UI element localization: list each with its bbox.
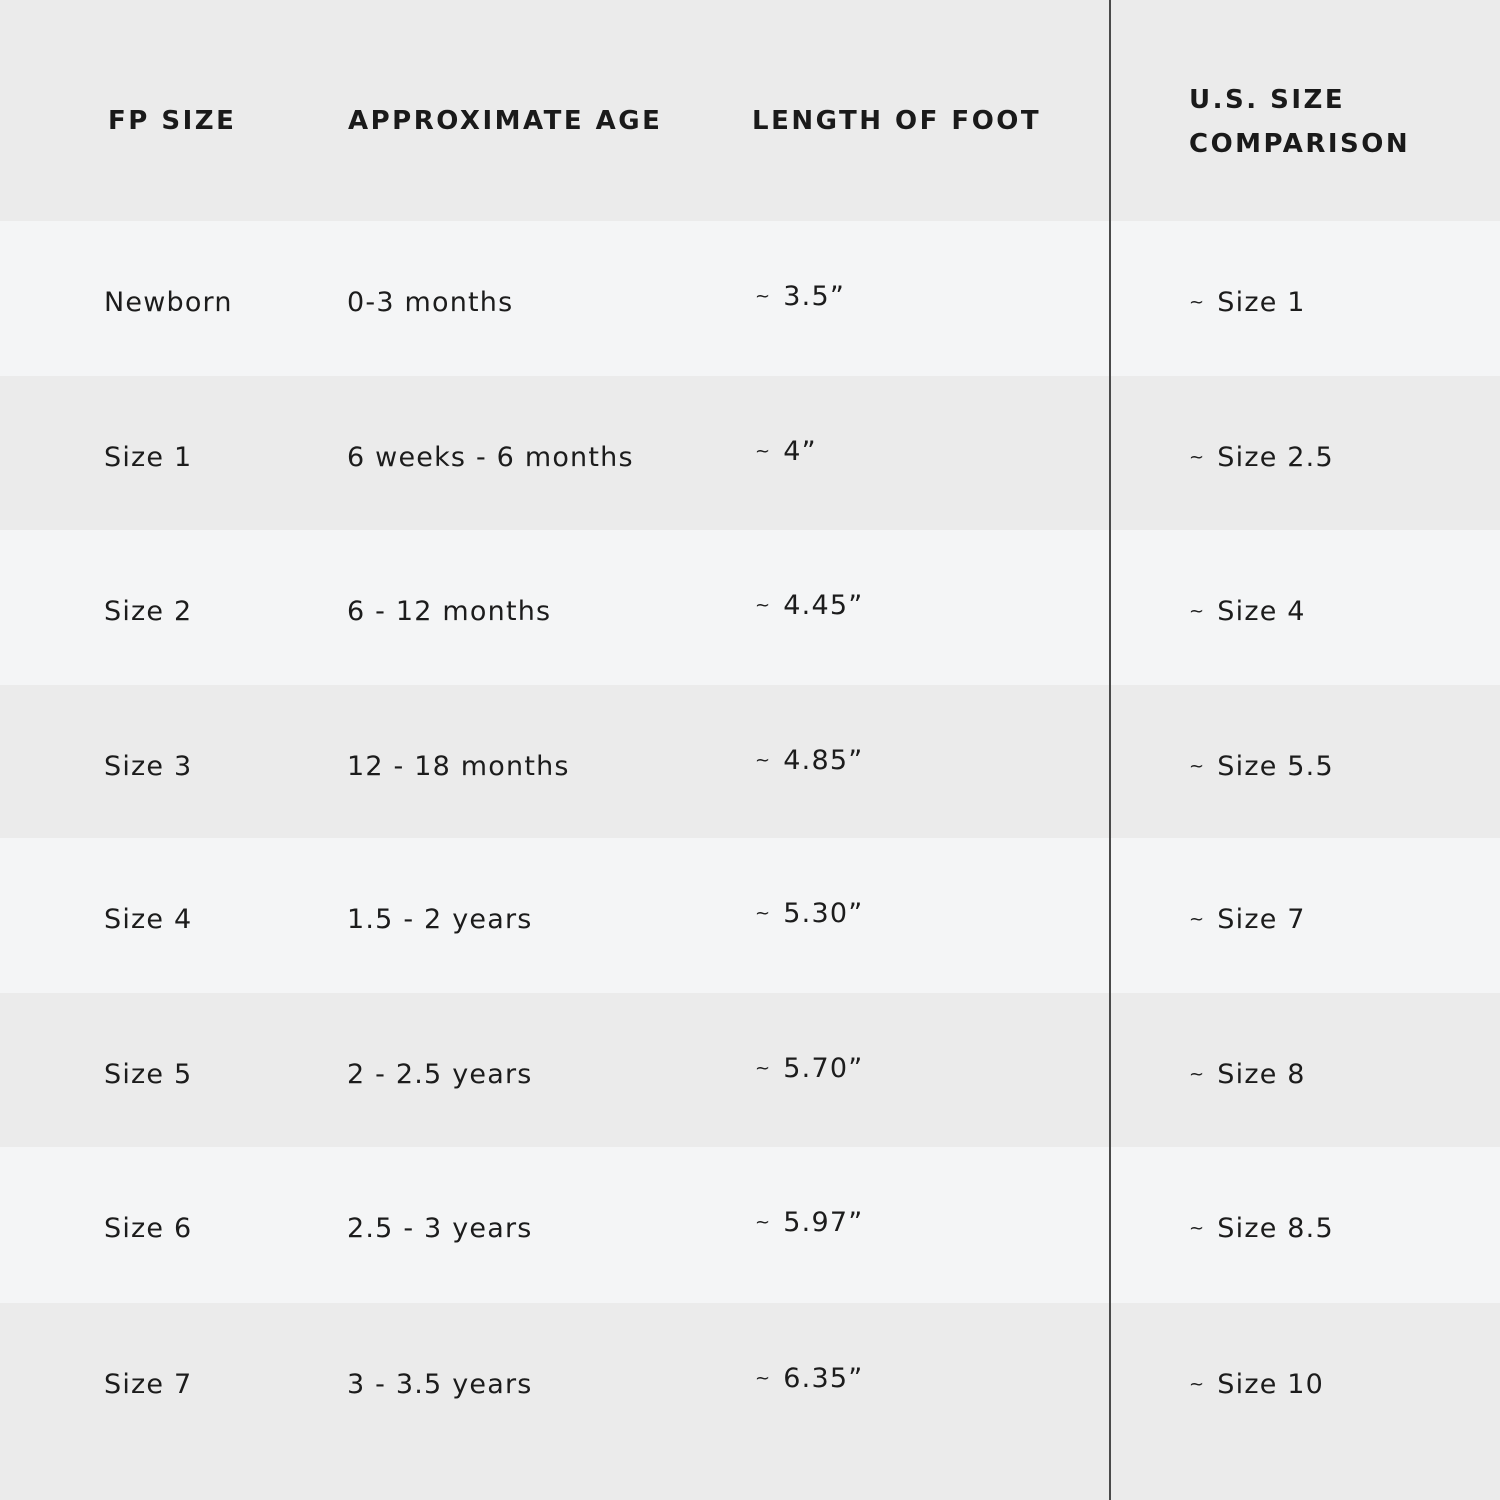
tilde: ~ (755, 595, 772, 616)
us-size-value: Size 1 (1217, 287, 1306, 318)
cell-us-size: ~ Size 4 (1189, 594, 1306, 633)
us-size-value: Size 4 (1217, 596, 1306, 627)
cell-length-of-foot: ~5.30” (755, 896, 863, 935)
tilde: ~ (755, 750, 772, 771)
cell-length-of-foot: ~3.5” (755, 279, 845, 318)
tilde: ~ (1189, 447, 1206, 468)
cell-approximate-age: 2.5 - 3 years (347, 1213, 533, 1244)
tilde: ~ (755, 1212, 772, 1233)
length-value: 5.30” (783, 898, 864, 929)
cell-us-size: ~ Size 5.5 (1189, 749, 1334, 788)
cell-fp-size: Newborn (104, 287, 233, 318)
length-value: 4.85” (783, 745, 864, 776)
cell-approximate-age: 2 - 2.5 years (347, 1059, 533, 1090)
tilde: ~ (1189, 756, 1206, 777)
tilde: ~ (1189, 1064, 1206, 1085)
table-header: FP SIZE APPROXIMATE AGE LENGTH OF FOOT U… (0, 0, 1500, 221)
column-divider (1109, 0, 1111, 1500)
tilde: ~ (1189, 1374, 1206, 1395)
length-value: 5.97” (783, 1207, 864, 1238)
cell-fp-size: Size 3 (104, 751, 193, 782)
tilde: ~ (755, 903, 772, 924)
tilde: ~ (1189, 292, 1206, 313)
cell-us-size: ~ Size 7 (1189, 902, 1306, 941)
header-us-size-line1: U.S. SIZE (1189, 85, 1346, 115)
cell-length-of-foot: ~6.35” (755, 1361, 863, 1400)
tilde: ~ (755, 286, 772, 307)
table-row: Size 4 1.5 - 2 years ~5.30” ~ Size 7 (0, 838, 1500, 993)
us-size-value: Size 10 (1217, 1369, 1325, 1400)
us-size-value: Size 7 (1217, 904, 1306, 935)
cell-length-of-foot: ~5.70” (755, 1051, 863, 1090)
header-length-of-foot: LENGTH OF FOOT (752, 106, 1042, 136)
cell-us-size: ~ Size 1 (1189, 285, 1306, 324)
cell-fp-size: Size 2 (104, 596, 193, 627)
cell-approximate-age: 3 - 3.5 years (347, 1369, 533, 1400)
cell-fp-size: Size 6 (104, 1213, 193, 1244)
cell-us-size: ~ Size 2.5 (1189, 440, 1334, 479)
us-size-value: Size 8 (1217, 1059, 1306, 1090)
cell-approximate-age: 1.5 - 2 years (347, 904, 533, 935)
cell-approximate-age: 0-3 months (347, 287, 514, 318)
cell-length-of-foot: ~4.85” (755, 743, 863, 782)
header-us-size-comparison: U.S. SIZE COMPARISON (1189, 78, 1410, 166)
length-value: 5.70” (783, 1053, 864, 1084)
cell-approximate-age: 6 - 12 months (347, 596, 552, 627)
cell-us-size: ~ Size 10 (1189, 1367, 1324, 1406)
tilde: ~ (755, 441, 772, 462)
header-fp-size: FP SIZE (108, 106, 237, 136)
us-size-value: Size 2.5 (1217, 442, 1334, 473)
cell-length-of-foot: ~4” (755, 434, 817, 473)
tilde: ~ (1189, 601, 1206, 622)
length-value: 4” (783, 436, 817, 467)
length-value: 3.5” (783, 281, 846, 312)
cell-fp-size: Size 5 (104, 1059, 193, 1090)
cell-length-of-foot: ~4.45” (755, 588, 863, 627)
cell-approximate-age: 6 weeks - 6 months (347, 442, 634, 473)
cell-fp-size: Size 4 (104, 904, 193, 935)
cell-us-size: ~ Size 8.5 (1189, 1211, 1334, 1250)
cell-fp-size: Size 1 (104, 442, 193, 473)
tilde: ~ (755, 1368, 772, 1389)
tilde: ~ (1189, 1218, 1206, 1239)
us-size-value: Size 5.5 (1217, 751, 1334, 782)
tilde: ~ (755, 1058, 772, 1079)
tilde: ~ (1189, 909, 1206, 930)
header-approximate-age: APPROXIMATE AGE (348, 106, 663, 136)
cell-fp-size: Size 7 (104, 1369, 193, 1400)
us-size-value: Size 8.5 (1217, 1213, 1334, 1244)
length-value: 4.45” (783, 590, 864, 621)
table-row: Newborn 0-3 months ~3.5” ~ Size 1 (0, 221, 1500, 376)
cell-length-of-foot: ~5.97” (755, 1205, 863, 1244)
length-value: 6.35” (783, 1363, 864, 1394)
table-row: Size 6 2.5 - 3 years ~5.97” ~ Size 8.5 (0, 1147, 1500, 1303)
header-us-size-line2: COMPARISON (1189, 129, 1411, 159)
cell-approximate-age: 12 - 18 months (347, 751, 570, 782)
cell-us-size: ~ Size 8 (1189, 1057, 1306, 1096)
table-row: Size 3 12 - 18 months ~4.85” ~ Size 5.5 (0, 685, 1500, 838)
